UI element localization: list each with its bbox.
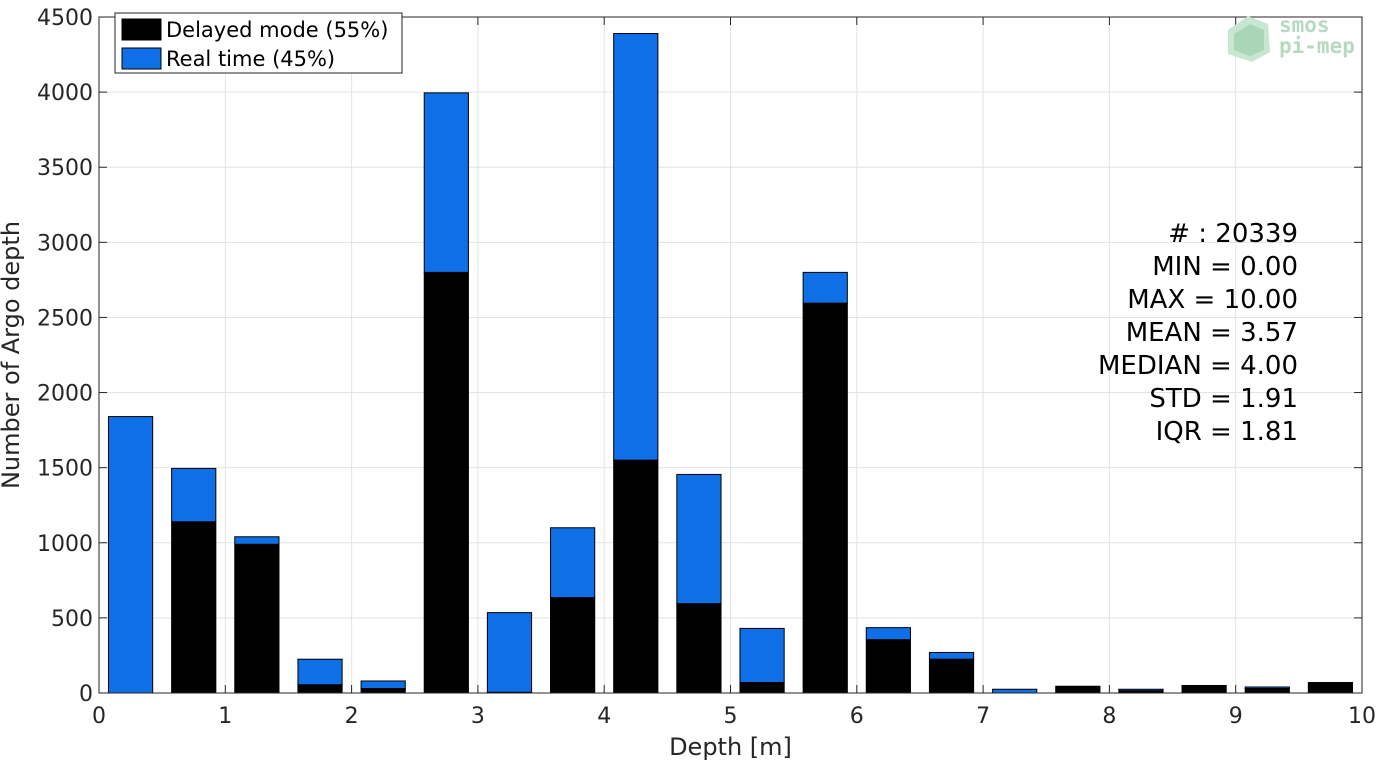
- bar-delayed-mode: [360, 687, 406, 694]
- stat-line: MIN = 0.00: [1152, 252, 1298, 282]
- bar-real-time: [234, 536, 280, 545]
- bar-delayed-mode: [1307, 681, 1354, 694]
- bar-real-time: [486, 612, 533, 693]
- stat-line: IQR = 1.81: [1156, 417, 1298, 447]
- legend-label-realtime: Real time (45%): [166, 47, 335, 71]
- logo-text-pimep: pi-mep: [1279, 34, 1355, 58]
- x-tick-label: 7: [976, 704, 990, 729]
- bar-delayed-mode: [1055, 685, 1101, 694]
- logo-text-smos: smos: [1279, 13, 1330, 37]
- x-tick-label: 2: [345, 704, 359, 729]
- y-tick-label: 2500: [37, 306, 93, 331]
- x-axis-label: Depth [m]: [669, 733, 792, 761]
- y-tick-label: 0: [79, 682, 93, 707]
- bar-real-time: [423, 92, 469, 273]
- bar-real-time: [992, 688, 1038, 694]
- legend-label-delayed: Delayed mode (55%): [166, 18, 388, 42]
- bar-delayed-mode: [739, 681, 785, 694]
- stat-line: MEDIAN = 4.00: [1098, 351, 1298, 381]
- bar-delayed-mode: [1244, 687, 1290, 694]
- bar-real-time: [171, 467, 217, 523]
- x-tick-label: 8: [1102, 704, 1116, 729]
- bar-delayed-mode: [171, 521, 217, 694]
- bar-real-time: [107, 416, 154, 694]
- bar-delayed-mode: [802, 302, 848, 694]
- y-tick-label: 2000: [37, 382, 93, 407]
- bar-real-time: [360, 680, 406, 689]
- stat-line: MEAN = 3.57: [1126, 318, 1298, 348]
- bar-real-time: [550, 527, 596, 599]
- y-tick-label: 3500: [37, 156, 93, 181]
- bar-delayed-mode: [234, 543, 280, 694]
- x-tick-label: 0: [92, 704, 106, 729]
- legend: Delayed mode (55%) Real time (45%): [114, 12, 403, 74]
- bar-real-time: [297, 658, 343, 686]
- bar-real-time: [865, 627, 911, 641]
- stat-line: MAX = 10.00: [1127, 285, 1298, 315]
- x-tick-label: 10: [1348, 704, 1376, 729]
- x-tick-label: 4: [597, 704, 611, 729]
- x-tick-label: 5: [724, 704, 738, 729]
- y-tick-label: 1500: [37, 457, 93, 482]
- bar-real-time: [1118, 688, 1164, 692]
- stacked-bars: [107, 33, 1354, 694]
- bar-delayed-mode: [928, 658, 975, 694]
- y-tick-label: 500: [51, 607, 93, 632]
- y-tick-label: 4500: [37, 6, 93, 31]
- bar-real-time: [928, 651, 975, 660]
- y-tick-label: 1000: [37, 532, 93, 557]
- bar-real-time: [802, 271, 848, 304]
- bar-delayed-mode: [550, 597, 596, 694]
- x-tick-label: 3: [471, 704, 485, 729]
- bar-real-time: [676, 473, 722, 605]
- bar-delayed-mode: [423, 271, 469, 694]
- y-axis-label: Number of Argo depth: [0, 221, 25, 489]
- x-tick-label: 9: [1229, 704, 1243, 729]
- stat-line: STD = 1.91: [1149, 384, 1298, 414]
- bar-delayed-mode: [613, 459, 659, 694]
- smos-pimep-logo: smos pi-mep: [1228, 13, 1355, 62]
- bar-real-time: [739, 627, 785, 683]
- logo-shape-inner: [1234, 24, 1264, 56]
- bar-real-time: [1244, 686, 1290, 689]
- legend-swatch-delayed: [121, 18, 162, 41]
- stat-line: # : 20339: [1168, 219, 1298, 249]
- bar-real-time: [613, 33, 659, 461]
- y-tick-label: 3000: [37, 231, 93, 256]
- x-tick-label: 1: [218, 704, 232, 729]
- bar-delayed-mode: [865, 639, 911, 694]
- bar-delayed-mode: [297, 684, 343, 694]
- bar-delayed-mode: [1181, 684, 1227, 694]
- x-tick-label: 6: [850, 704, 864, 729]
- bar-delayed-mode: [676, 603, 722, 694]
- legend-swatch-realtime: [121, 47, 162, 70]
- legend-box: [114, 12, 403, 74]
- y-tick-label: 4000: [37, 81, 93, 106]
